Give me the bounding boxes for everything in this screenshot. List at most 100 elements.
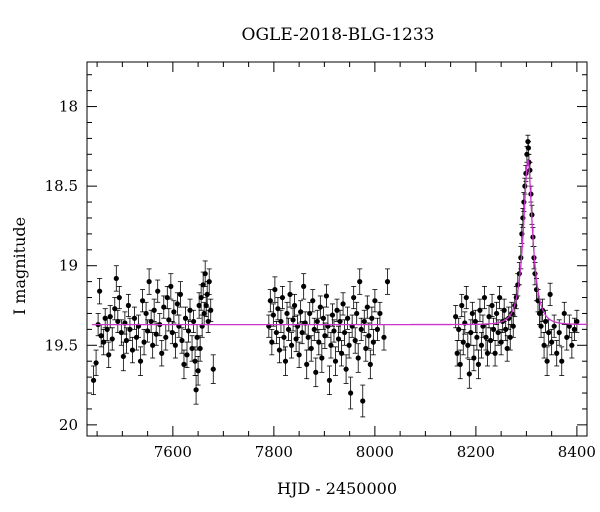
data-point: [208, 307, 214, 313]
model-curve: [92, 158, 587, 326]
data-point: [146, 279, 152, 285]
plot-frame: [86, 61, 588, 437]
data-point: [474, 334, 480, 340]
data-point: [269, 339, 275, 345]
data-point: [116, 294, 122, 301]
data-point: [308, 345, 314, 352]
data-point: [352, 337, 358, 344]
data-point: [377, 310, 383, 317]
data-point: [206, 279, 212, 285]
data-point: [109, 336, 115, 342]
data-point: [155, 288, 161, 294]
data-point: [549, 339, 555, 345]
plot-area: 7600 7800 8000 8200 8400 18 18.5 19 19.5 20: [45, 61, 596, 461]
data-point: [559, 358, 565, 364]
data-point: [326, 377, 333, 383]
data-point: [554, 350, 560, 356]
data-point: [492, 350, 498, 356]
data-point: [278, 318, 284, 325]
x-tick-label: 8000: [356, 443, 394, 461]
data-point: [310, 298, 316, 304]
data-point: [367, 361, 373, 367]
data-point: [185, 328, 192, 334]
data-point: [354, 310, 360, 317]
data-point: [569, 342, 575, 348]
data-point: [544, 358, 550, 364]
data-point: [332, 358, 339, 364]
data-point: [547, 291, 553, 297]
data-point: [192, 358, 198, 364]
data-point: [538, 323, 544, 329]
data-point: [372, 298, 378, 304]
data-point: [481, 294, 488, 301]
data-point: [137, 358, 144, 364]
data-point: [510, 323, 516, 329]
y-tick-label: 18: [59, 98, 78, 116]
data-point: [466, 371, 472, 377]
data-point: [497, 294, 503, 301]
data-point: [551, 323, 557, 329]
data-point: [345, 315, 351, 321]
data-point: [369, 315, 375, 321]
data-point: [285, 326, 292, 332]
data-point: [484, 350, 491, 356]
data-point: [469, 310, 475, 317]
data-point: [320, 315, 326, 321]
data-point: [525, 145, 532, 151]
data-point: [273, 329, 279, 336]
data-point: [171, 309, 177, 315]
data-point: [210, 366, 216, 372]
data-point: [196, 302, 202, 309]
data-point: [193, 387, 199, 393]
data-point: [460, 339, 466, 345]
data-point: [507, 334, 513, 340]
data-point: [489, 302, 495, 309]
data-point: [148, 318, 154, 325]
data-point: [106, 352, 112, 358]
data-point: [521, 199, 527, 205]
data-point: [169, 329, 175, 336]
data-point: [314, 318, 320, 325]
data-point: [341, 329, 348, 336]
data-point: [127, 326, 133, 332]
data-point: [364, 304, 370, 310]
data-point: [290, 317, 296, 323]
data-point: [477, 307, 483, 313]
data-point: [205, 318, 211, 325]
data-point: [361, 318, 367, 325]
data-point: [506, 315, 512, 321]
data-point: [564, 334, 570, 340]
data-point: [358, 326, 364, 332]
data-point: [334, 307, 340, 313]
chart-title: OGLE-2018-BLG-1233: [242, 25, 435, 45]
data-point: [184, 352, 190, 358]
data-point: [181, 361, 187, 367]
data-point: [311, 326, 317, 332]
data-point: [284, 310, 290, 317]
data-point: [168, 283, 174, 289]
data-point: [348, 390, 354, 396]
data-point: [113, 275, 119, 282]
data-point: [279, 294, 286, 301]
data-point: [337, 318, 343, 325]
data-point: [201, 310, 207, 317]
data-point: [370, 339, 376, 345]
data-point: [97, 288, 103, 294]
data-point: [571, 326, 577, 332]
data-point: [288, 342, 295, 348]
data-point: [328, 342, 334, 348]
data-point: [490, 326, 497, 332]
data-point: [291, 302, 298, 309]
data-point: [174, 301, 181, 307]
data-point: [487, 337, 494, 344]
data-point: [323, 293, 329, 299]
data-point: [304, 361, 310, 367]
x-tick-label: 8200: [457, 443, 495, 461]
data-point: [202, 271, 208, 277]
data-point: [493, 310, 500, 317]
data-point: [331, 328, 337, 334]
data-point: [459, 302, 465, 309]
y-tick-label: 19.5: [45, 336, 78, 354]
data-point: [282, 358, 289, 364]
